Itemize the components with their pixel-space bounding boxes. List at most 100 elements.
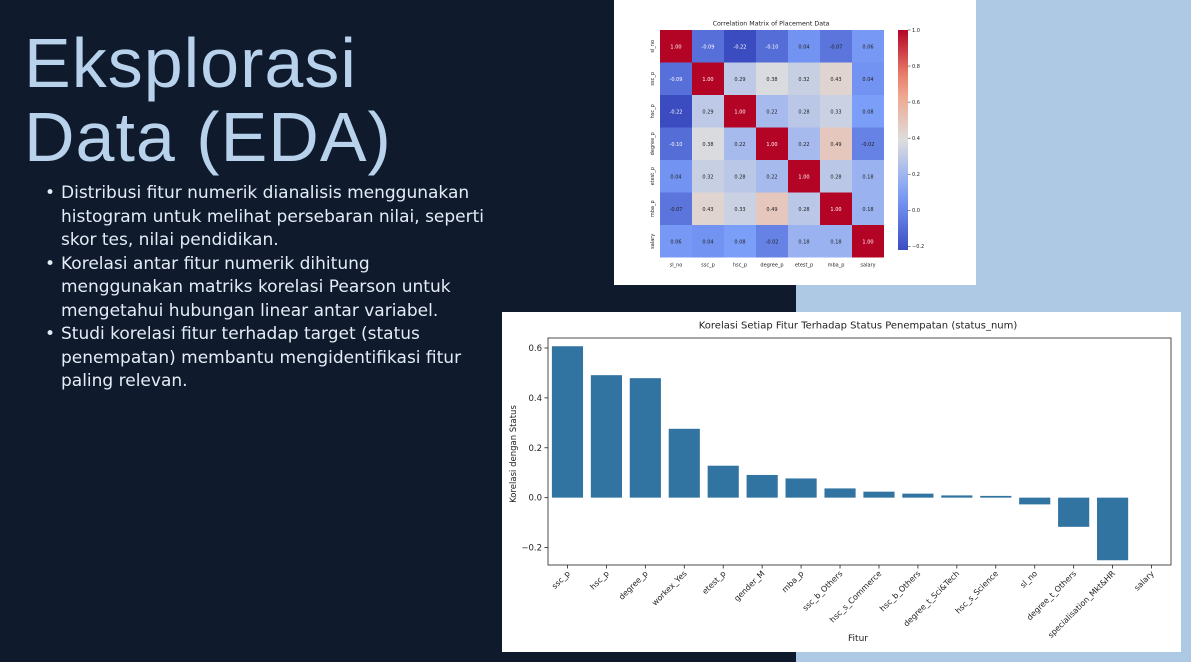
heatmap-cell-label: 0.22 bbox=[798, 142, 809, 148]
title-line-2: Data (EDA) bbox=[24, 98, 392, 176]
heatmap-cell bbox=[820, 127, 852, 160]
heatmap-cell-label: 0.22 bbox=[766, 109, 777, 115]
heatmap-cell-label: 0.38 bbox=[702, 142, 713, 148]
bar bbox=[1058, 497, 1090, 527]
heatmap-cell-label: 1.00 bbox=[702, 77, 713, 83]
bar bbox=[1097, 497, 1129, 561]
heatmap-cell-label: 1.00 bbox=[862, 239, 873, 245]
heatmap-cell bbox=[692, 225, 724, 258]
heatmap-row-label: etest_p bbox=[650, 167, 656, 185]
colorbar-tick-label: 0.0 bbox=[912, 208, 920, 214]
x-tick-label: salary bbox=[1132, 569, 1156, 593]
heatmap-colorbar bbox=[898, 30, 908, 250]
heatmap-cell bbox=[692, 95, 724, 128]
x-tick-label: specialisation_Mkt&HR bbox=[1046, 569, 1117, 640]
y-tick-label: 0.6 bbox=[528, 344, 542, 354]
heatmap-cell-label: 0.18 bbox=[862, 174, 873, 180]
x-tick-label: hsc_p bbox=[588, 569, 610, 591]
x-tick-label: etest_p bbox=[700, 569, 727, 596]
heatmap-cell bbox=[692, 62, 724, 95]
heatmap-cell bbox=[756, 192, 788, 225]
correlation-heatmap-card: Correlation Matrix of Placement Data 1.0… bbox=[614, 0, 976, 285]
heatmap-cell-label: -0.09 bbox=[702, 44, 715, 50]
heatmap-cell bbox=[724, 192, 756, 225]
heatmap-cell bbox=[724, 95, 756, 128]
heatmap-cell-label: 0.28 bbox=[798, 207, 809, 213]
heatmap-cell-label: -0.10 bbox=[766, 44, 779, 50]
heatmap-row-label: sl_no bbox=[650, 40, 656, 53]
heatmap-cell bbox=[788, 160, 820, 193]
heatmap-cell bbox=[660, 95, 692, 128]
heatmap-cell bbox=[724, 225, 756, 258]
heatmap-cell-label: 0.29 bbox=[734, 77, 745, 83]
heatmap-row-label: ssc_p bbox=[650, 72, 656, 86]
heatmap-cell bbox=[852, 225, 884, 258]
heatmap-cell bbox=[820, 95, 852, 128]
heatmap-cell-label: 0.04 bbox=[798, 44, 809, 50]
heatmap-column-label: etest_p bbox=[795, 263, 813, 269]
heatmap-cell bbox=[660, 192, 692, 225]
bullet-item: Korelasi antar fitur numerik dihitung me… bbox=[44, 253, 496, 324]
x-tick-label: gender_M bbox=[732, 569, 766, 603]
heatmap-cell-label: -0.10 bbox=[670, 142, 683, 148]
bar-chart-title: Korelasi Setiap Fitur Terhadap Status Pe… bbox=[699, 321, 1018, 332]
colorbar-tick-label: −0.2 bbox=[912, 244, 924, 250]
heatmap-cell-label: -0.07 bbox=[670, 207, 683, 213]
heatmap-cell bbox=[724, 127, 756, 160]
heatmap-cell bbox=[660, 30, 692, 63]
heatmap-cell bbox=[660, 62, 692, 95]
heatmap-cell-label: 0.08 bbox=[862, 109, 873, 115]
heatmap-cell bbox=[852, 30, 884, 63]
feature-correlation-bar-chart: Korelasi Setiap Fitur Terhadap Status Pe… bbox=[509, 321, 1172, 644]
heatmap-cell-label: 1.00 bbox=[798, 174, 809, 180]
heatmap-cell bbox=[788, 225, 820, 258]
x-tick-label: mba_p bbox=[780, 569, 805, 594]
heatmap-column-label: salary bbox=[860, 263, 875, 269]
heatmap-cell bbox=[660, 127, 692, 160]
heatmap-cell-label: 1.00 bbox=[830, 207, 841, 213]
heatmap-cell bbox=[724, 62, 756, 95]
heatmap-cell-label: 0.32 bbox=[702, 174, 713, 180]
bar bbox=[551, 346, 584, 498]
heatmap-cell bbox=[724, 160, 756, 193]
heatmap-cell-label: 0.06 bbox=[670, 239, 681, 245]
correlation-heatmap: Correlation Matrix of Placement Data 1.0… bbox=[650, 21, 924, 269]
x-tick-label: ssc_p bbox=[550, 569, 572, 591]
heatmap-cell-label: 0.08 bbox=[734, 239, 745, 245]
bar bbox=[863, 491, 895, 498]
heatmap-row-label: mba_p bbox=[650, 200, 656, 217]
heatmap-cell-label: -0.09 bbox=[670, 77, 683, 83]
heatmap-cell bbox=[692, 30, 724, 63]
bar bbox=[902, 493, 934, 498]
bar-chart-ylabel: Korelasi dengan Status bbox=[509, 405, 519, 503]
heatmap-cell-label: 0.22 bbox=[766, 174, 777, 180]
heatmap-cell-label: 0.18 bbox=[830, 239, 841, 245]
heatmap-cell bbox=[756, 225, 788, 258]
heatmap-column-label: degree_p bbox=[760, 263, 783, 269]
heatmap-column-label: hsc_p bbox=[733, 263, 747, 269]
x-tick-label: workex_Yes bbox=[650, 569, 689, 608]
heatmap-cell-label: -0.02 bbox=[862, 142, 875, 148]
plot-frame bbox=[547, 337, 1172, 566]
heatmap-cell-label: 0.49 bbox=[766, 207, 777, 213]
heatmap-cell-label: 0.04 bbox=[702, 239, 713, 245]
y-tick-label: 0.4 bbox=[528, 394, 542, 404]
heatmap-cell-label: 0.28 bbox=[830, 174, 841, 180]
heatmap-cell bbox=[692, 127, 724, 160]
heatmap-cell-label: 0.38 bbox=[766, 77, 777, 83]
heatmap-title: Correlation Matrix of Placement Data bbox=[713, 21, 830, 28]
bar-chart-xlabel: Fitur bbox=[848, 634, 868, 644]
feature-correlation-bar-chart-card: Korelasi Setiap Fitur Terhadap Status Pe… bbox=[502, 312, 1181, 652]
heatmap-cell bbox=[756, 127, 788, 160]
title-line-1: Eksplorasi bbox=[24, 24, 357, 102]
bullet-list: Distribusi fitur numerik dianalisis meng… bbox=[44, 182, 496, 394]
bar bbox=[824, 488, 856, 498]
y-tick-label: 0.2 bbox=[528, 444, 542, 454]
bar bbox=[1019, 497, 1051, 505]
slide-title: Eksplorasi Data (EDA) bbox=[24, 26, 392, 174]
heatmap-cell bbox=[788, 30, 820, 63]
heatmap-cell bbox=[820, 192, 852, 225]
bar bbox=[590, 375, 622, 498]
x-tick-label: sl_no bbox=[1018, 569, 1039, 590]
